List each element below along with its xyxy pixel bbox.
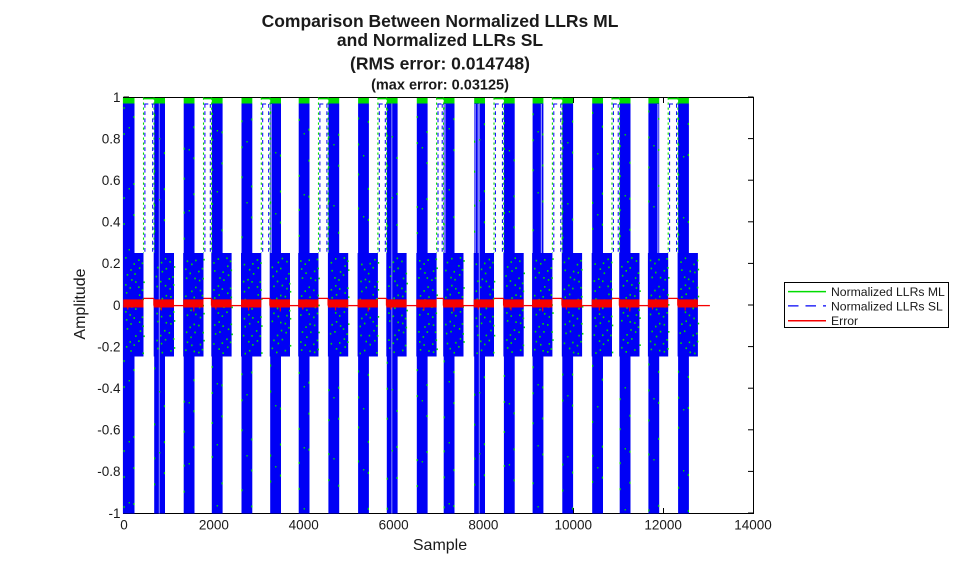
- svg-text:-0.8: -0.8: [97, 464, 120, 479]
- svg-text:0.6: 0.6: [102, 173, 121, 188]
- svg-text:Comparison Between Normalized: Comparison Between Normalized LLRs ML: [262, 11, 619, 31]
- svg-text:14000: 14000: [734, 518, 772, 533]
- svg-text:-0.4: -0.4: [97, 381, 121, 396]
- svg-text:Normalized LLRs SL: Normalized LLRs SL: [831, 299, 943, 313]
- svg-text:Error: Error: [831, 314, 858, 328]
- svg-text:0.8: 0.8: [102, 131, 121, 146]
- svg-text:Normalized LLRs ML: Normalized LLRs ML: [831, 285, 945, 299]
- svg-text:-0.2: -0.2: [97, 339, 120, 354]
- svg-text:4000: 4000: [289, 518, 319, 533]
- svg-text:10000: 10000: [555, 518, 593, 533]
- svg-text:0: 0: [113, 298, 121, 313]
- svg-text:2000: 2000: [199, 518, 229, 533]
- svg-text:and Normalized LLRs SL: and Normalized LLRs SL: [337, 30, 543, 50]
- svg-text:0.2: 0.2: [102, 256, 121, 271]
- svg-text:0: 0: [120, 518, 128, 533]
- svg-text:(RMS error: 0.014748): (RMS error: 0.014748): [350, 54, 530, 74]
- svg-text:0.4: 0.4: [102, 215, 121, 230]
- svg-text:Sample: Sample: [413, 537, 467, 554]
- svg-text:-0.6: -0.6: [97, 423, 120, 438]
- svg-text:-1: -1: [108, 506, 120, 521]
- svg-text:Amplitude: Amplitude: [72, 268, 89, 339]
- svg-text:8000: 8000: [468, 518, 498, 533]
- svg-text:6000: 6000: [379, 518, 409, 533]
- svg-text:(max error: 0.03125): (max error: 0.03125): [371, 78, 509, 94]
- svg-text:12000: 12000: [644, 518, 682, 533]
- svg-text:1: 1: [113, 90, 121, 105]
